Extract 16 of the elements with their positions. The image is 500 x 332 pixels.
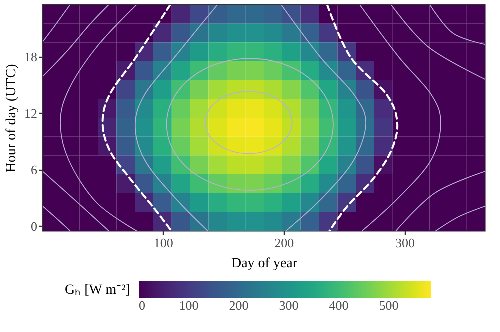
color-bar-label: 100: [179, 298, 199, 313]
y-axis-title: Hour of day (UTC): [4, 64, 20, 173]
x-axis-title: Day of year: [231, 256, 298, 272]
color-bar-title: Gₕ [W m⁻²]: [65, 283, 130, 298]
color-bar-label: 400: [329, 298, 349, 313]
x-tick-label: 300: [395, 236, 415, 250]
y-tick-label: 6: [31, 162, 38, 178]
y-tick-label: 12: [24, 106, 38, 121]
x-tick-label: 100: [154, 236, 174, 250]
color-bar-label: 200: [229, 298, 249, 313]
y-tick-label: 0: [31, 218, 38, 234]
color-bar-label: 0: [139, 298, 146, 313]
x-tick-label: 200: [274, 236, 294, 250]
y-tick-label: 18: [24, 49, 38, 64]
color-bar-label: 300: [279, 298, 299, 313]
color-bar-label: 500: [379, 298, 399, 313]
